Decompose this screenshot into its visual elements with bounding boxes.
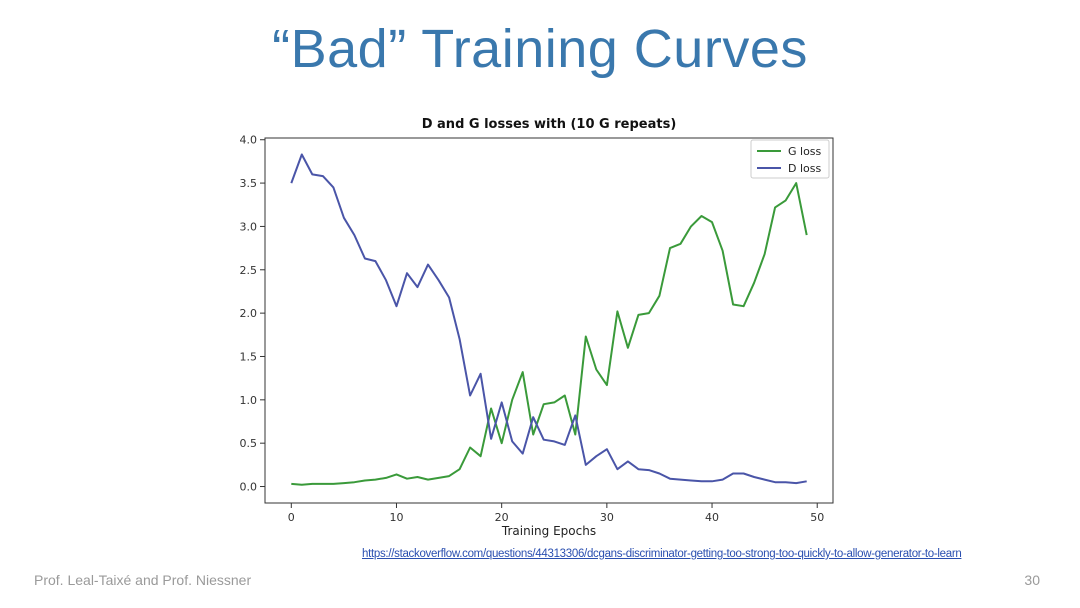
legend: G loss D loss: [750, 139, 830, 179]
source-link[interactable]: https://stackoverflow.com/questions/4431…: [362, 548, 962, 560]
x-axis-label: Training Epochs: [501, 524, 596, 538]
y-tick-label: 1.5: [240, 350, 258, 363]
x-tick-label: 50: [810, 511, 824, 524]
series-line-d-loss: [290, 153, 807, 485]
y-tick-label: 4.0: [240, 134, 258, 147]
loss-chart: D and G losses with (10 G repeats) 0 10 20…: [240, 117, 834, 538]
y-tick-label: 2.5: [240, 264, 258, 277]
y-tick-label: 1.0: [240, 394, 258, 407]
y-tick-label: 0.0: [240, 481, 258, 494]
plot-frame: [264, 137, 834, 504]
x-tick-label: 10: [389, 511, 403, 524]
legend-label-g-loss: G loss: [788, 145, 822, 158]
axis-ticks: 0 10 20 30 40 50 0.0 0.5 1.0 1.5 2.0 2.5 3.0 3.5 4.0: [240, 134, 825, 524]
series-lines: [290, 153, 808, 486]
legend-label-d-loss: D loss: [788, 162, 821, 175]
page-number: 30: [1024, 572, 1040, 588]
y-tick-label: 2.0: [240, 307, 258, 320]
x-tick-label: 30: [600, 511, 614, 524]
slide-title: “Bad” Training Curves: [272, 19, 808, 79]
x-tick-label: 0: [288, 511, 295, 524]
chart-title: D and G losses with (10 G repeats): [422, 117, 677, 132]
y-tick-label: 3.0: [240, 220, 258, 233]
footer-authors: Prof. Leal-Taixé and Prof. Niessner: [34, 572, 252, 588]
y-tick-label: 0.5: [240, 437, 258, 450]
series-line-g-loss: [291, 182, 808, 486]
x-tick-label: 20: [495, 511, 509, 524]
x-tick-label: 40: [705, 511, 719, 524]
y-tick-label: 3.5: [240, 177, 258, 190]
